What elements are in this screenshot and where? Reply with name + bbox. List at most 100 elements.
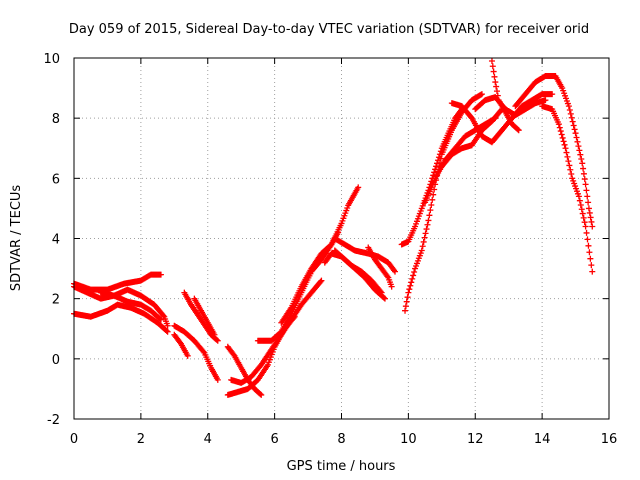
data-point (384, 273, 391, 280)
data-point (549, 91, 556, 98)
data-point (568, 171, 575, 178)
data-point (566, 107, 573, 114)
data-point (567, 110, 574, 117)
data-point (392, 268, 398, 275)
x-axis-title: GPS time / hours (287, 459, 396, 474)
x-tick-label: 14 (534, 432, 551, 447)
y-tick-label: 8 (52, 112, 60, 127)
y-tick-label: 0 (52, 353, 60, 368)
data-point (258, 391, 265, 398)
data-point (419, 243, 426, 250)
data-point (514, 126, 521, 133)
data-point (561, 141, 568, 148)
data-point (569, 118, 576, 125)
data-point (587, 214, 594, 221)
data-point (515, 127, 522, 134)
data-point (560, 138, 567, 145)
data-point (584, 236, 591, 243)
data-point (437, 148, 444, 155)
data-point (578, 155, 585, 162)
x-tick-label: 4 (204, 432, 212, 447)
data-point (257, 391, 264, 398)
data-point (420, 238, 427, 245)
series-track-d (97, 289, 164, 323)
data-markers (71, 58, 596, 398)
data-point (577, 201, 584, 208)
data-point (559, 134, 566, 141)
series-track-c (71, 301, 171, 335)
data-point (557, 128, 564, 135)
data-point (318, 277, 325, 284)
data-point (402, 303, 409, 310)
data-point (157, 315, 164, 322)
data-point (585, 199, 592, 206)
data-point (488, 58, 495, 65)
x-tick-label: 16 (601, 432, 618, 447)
data-point (574, 138, 581, 145)
data-point (406, 286, 413, 293)
data-point (582, 181, 589, 188)
data-point (565, 103, 572, 110)
data-point (164, 322, 171, 329)
data-point (492, 79, 499, 86)
data-point (410, 272, 417, 279)
data-point (427, 207, 434, 214)
data-point (562, 145, 569, 152)
data-point (585, 205, 592, 212)
data-point (428, 201, 435, 208)
data-point (576, 147, 583, 154)
data-point (402, 307, 409, 314)
data-point (567, 166, 574, 173)
data-point (570, 122, 577, 129)
x-tick-label: 2 (137, 432, 145, 447)
data-point (230, 351, 237, 358)
data-point (575, 143, 582, 150)
data-point (493, 88, 500, 95)
data-point (157, 271, 164, 278)
data-point (588, 262, 595, 269)
y-axis-title: SDTVAR / TECUs (9, 185, 24, 292)
data-point (433, 163, 440, 170)
data-point (579, 210, 586, 217)
series-track-h (171, 331, 191, 359)
data-point (566, 162, 573, 169)
data-point (580, 165, 587, 172)
data-point (580, 214, 587, 221)
grid-lines (74, 58, 609, 419)
data-point (335, 229, 342, 236)
data-point (542, 97, 549, 104)
series-track-y (512, 73, 596, 230)
series-track-q (365, 244, 395, 290)
data-point (211, 331, 218, 338)
data-point (355, 184, 362, 191)
data-point (432, 166, 439, 173)
data-point (586, 209, 593, 216)
data-point (163, 327, 170, 334)
data-point (435, 154, 442, 161)
data-point (489, 63, 496, 70)
data-point (214, 376, 221, 383)
data-point (581, 176, 588, 183)
x-tick-label: 12 (467, 432, 484, 447)
data-point (576, 197, 583, 204)
data-point (160, 312, 167, 319)
series-track-b (71, 283, 171, 329)
data-point (490, 68, 497, 75)
chart-title: Day 059 of 2015, Sidereal Day-to-day VTE… (69, 22, 589, 37)
y-tick-label: 6 (52, 172, 60, 187)
y-tick-label: 2 (52, 293, 60, 308)
data-point (403, 298, 410, 305)
data-point (391, 267, 398, 274)
data-point (564, 153, 571, 160)
data-point (580, 170, 587, 177)
data-point (200, 348, 207, 355)
x-tick-label: 0 (70, 432, 78, 447)
series-track-o (331, 247, 388, 302)
series-track-m (278, 229, 342, 326)
y-tick-label: -2 (47, 413, 60, 428)
data-point (422, 230, 429, 237)
data-point (583, 229, 590, 236)
data-point (585, 242, 592, 249)
x-tick-label: 6 (270, 432, 278, 447)
